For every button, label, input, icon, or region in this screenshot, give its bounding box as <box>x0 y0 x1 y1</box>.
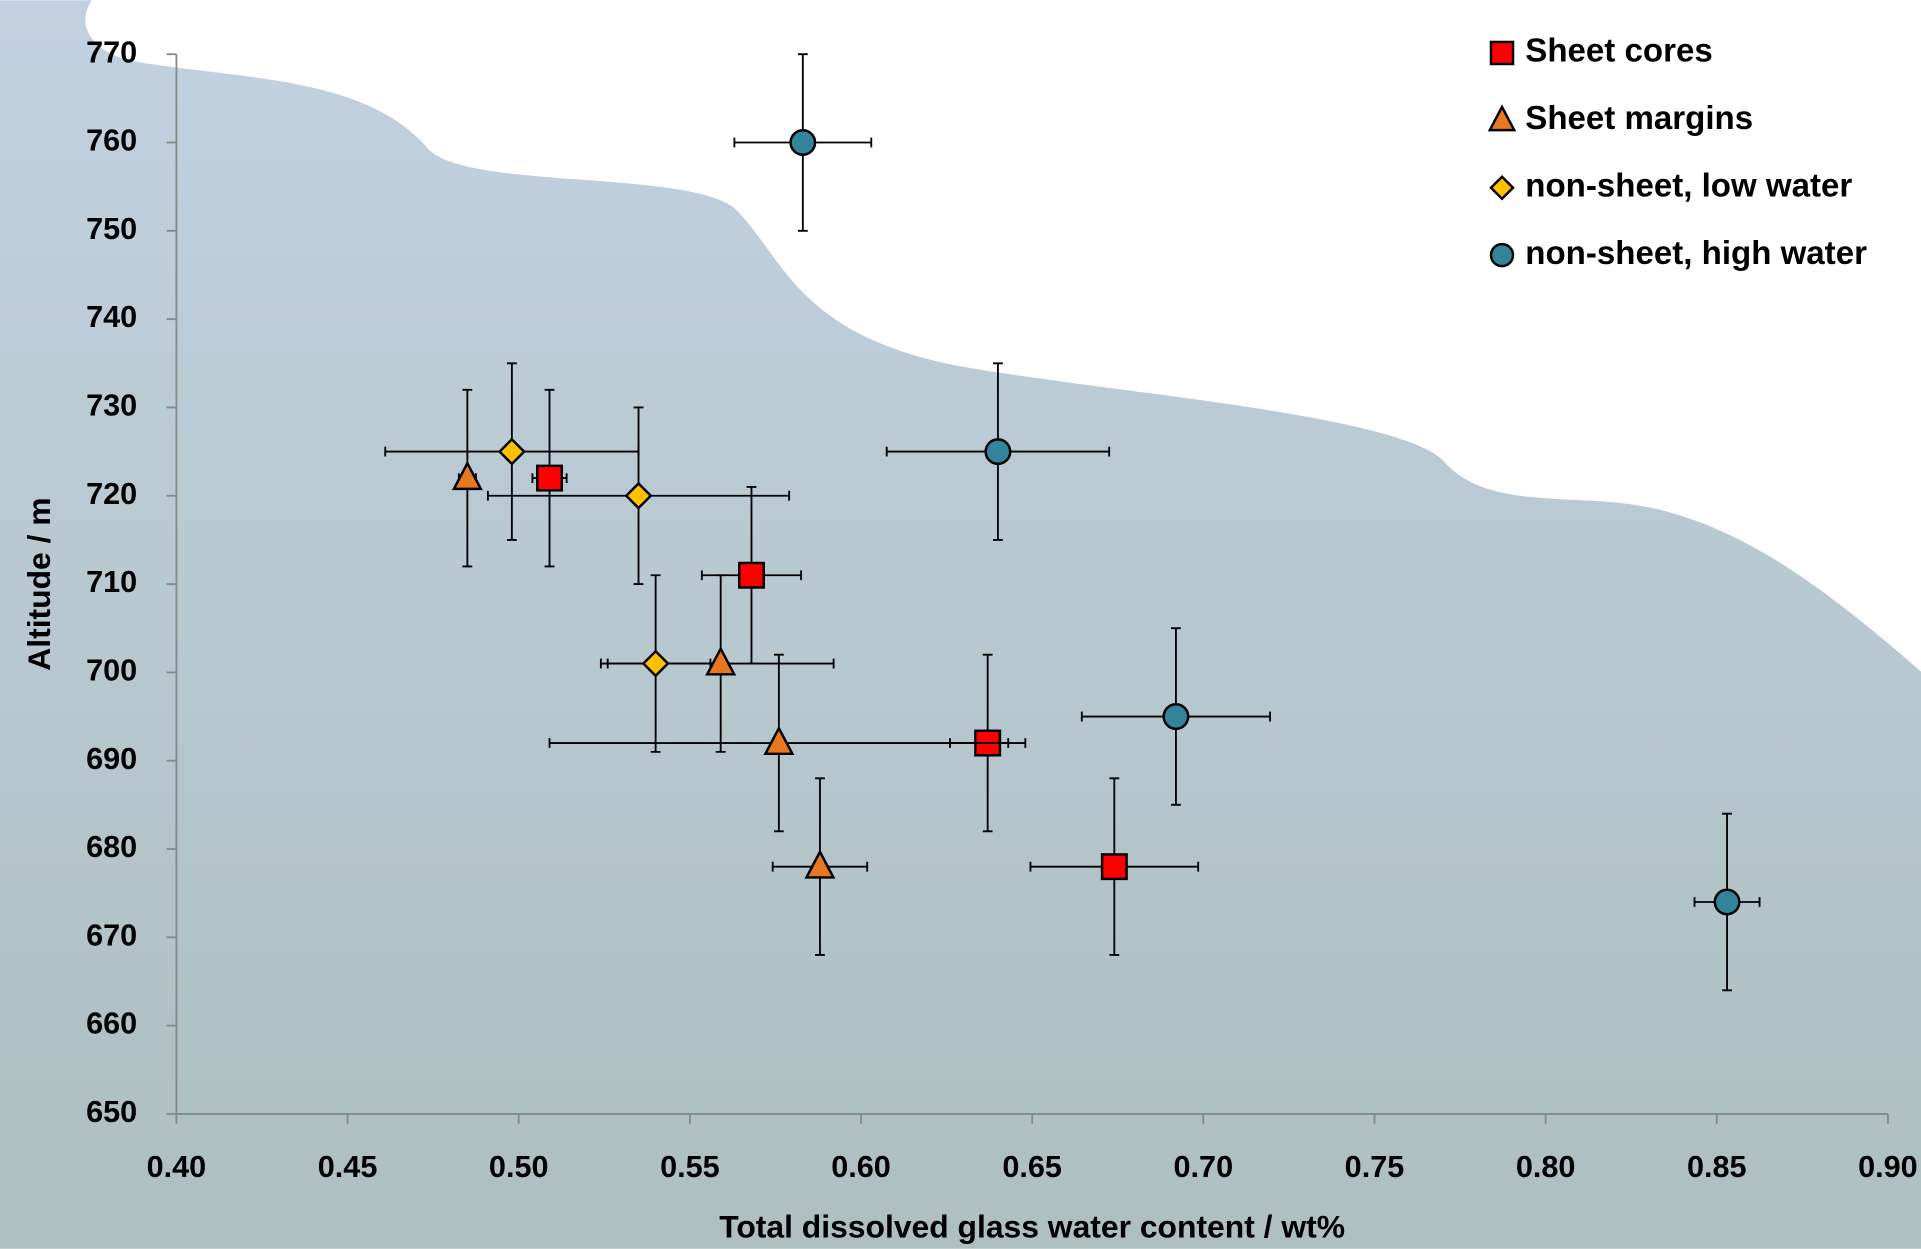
y-tick-label: 660 <box>86 1007 137 1041</box>
marker-square <box>739 563 764 588</box>
y-tick-label: 650 <box>86 1095 137 1129</box>
y-tick-label: 760 <box>86 124 137 158</box>
x-tick-label: 0.50 <box>489 1150 549 1184</box>
marker-circle <box>986 439 1011 464</box>
y-tick-label: 750 <box>86 212 137 246</box>
y-tick-label: 690 <box>86 742 137 776</box>
x-axis-title: Total dissolved glass water content / wt… <box>719 1209 1345 1245</box>
y-tick-label: 670 <box>86 918 137 952</box>
x-tick-label: 0.90 <box>1858 1150 1918 1184</box>
chart: 650 660 670 680 690 700 710 720 730 740 750 760 770 0… <box>0 0 1921 1249</box>
y-tick-label: 740 <box>86 300 137 334</box>
y-axis-title: Altitude / m <box>21 497 57 670</box>
x-tick-label: 0.85 <box>1687 1150 1747 1184</box>
legend-label: non-sheet, low water <box>1525 167 1852 204</box>
legend-label: Sheet margins <box>1525 100 1753 137</box>
marker-square <box>1102 854 1127 879</box>
x-tick-label: 0.65 <box>1002 1150 1062 1184</box>
page: {"chart_data": {"type": "scatter", "x_la… <box>0 0 1921 1249</box>
x-tick-label: 0.45 <box>318 1150 378 1184</box>
legend-marker <box>1491 244 1513 266</box>
y-tick-label: 710 <box>86 565 137 599</box>
marker-circle <box>1715 890 1740 915</box>
legend-label: Sheet cores <box>1525 33 1712 70</box>
y-tick-label: 680 <box>86 830 137 864</box>
y-tick-label: 700 <box>86 653 137 687</box>
y-tick-label: 730 <box>86 389 137 423</box>
x-tick-label: 0.60 <box>831 1150 891 1184</box>
x-tick-label: 0.70 <box>1174 1150 1234 1184</box>
legend-marker <box>1491 42 1513 64</box>
marker-circle <box>791 130 816 155</box>
marker-circle <box>1164 704 1189 729</box>
x-tick-label: 0.80 <box>1516 1150 1576 1184</box>
x-tick-label: 0.55 <box>660 1150 720 1184</box>
x-tick-label: 0.40 <box>147 1150 207 1184</box>
y-tick-label: 770 <box>86 35 137 69</box>
x-tick-label: 0.75 <box>1345 1150 1405 1184</box>
legend-label: non-sheet, high water <box>1525 235 1867 272</box>
y-tick-label: 720 <box>86 477 137 511</box>
marker-square <box>537 466 562 491</box>
